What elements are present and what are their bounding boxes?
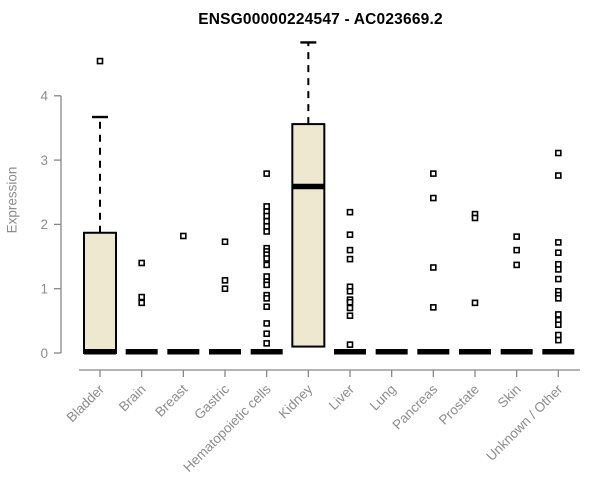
data-point xyxy=(555,321,562,329)
data-point xyxy=(263,281,270,289)
data-point xyxy=(430,304,437,311)
data-point xyxy=(555,336,562,344)
y-tick-label: 2 xyxy=(40,217,48,232)
data-point xyxy=(346,208,354,216)
data-point xyxy=(555,172,562,179)
data-point xyxy=(263,320,270,327)
data-point xyxy=(346,304,354,312)
data-point xyxy=(221,238,229,246)
data-point xyxy=(263,223,270,230)
data-point xyxy=(263,212,270,220)
x-tick-label: Pancreas xyxy=(390,381,441,432)
data-point xyxy=(346,312,354,320)
boxplot-bladder xyxy=(83,57,117,355)
data-point xyxy=(513,246,520,254)
x-tick-label: Skin xyxy=(495,382,524,411)
data-point xyxy=(263,217,270,225)
boxplot-brain xyxy=(125,259,158,355)
y-tick-label: 1 xyxy=(40,282,48,297)
data-point xyxy=(346,341,354,348)
data-point xyxy=(221,277,229,284)
data-point xyxy=(221,285,229,293)
data-point xyxy=(346,298,354,306)
data-point xyxy=(263,295,270,302)
data-point xyxy=(430,170,437,177)
data-point xyxy=(555,295,562,302)
data-point xyxy=(180,232,187,240)
x-tick-label: Prostate xyxy=(436,382,482,428)
data-point xyxy=(263,261,270,269)
data-point xyxy=(430,194,437,202)
data-point xyxy=(263,273,270,280)
data-point xyxy=(96,57,104,65)
x-tick-label: Unknown / Other xyxy=(483,381,566,464)
boxplot-pancreas xyxy=(417,170,450,355)
data-point xyxy=(555,260,562,268)
box xyxy=(291,123,326,348)
data-point xyxy=(263,330,270,338)
data-point xyxy=(555,311,562,318)
x-tick-label: Liver xyxy=(326,381,358,413)
boxplot-liver xyxy=(333,208,366,355)
x-tick-label: Brain xyxy=(116,382,149,415)
x-tick-label: Lung xyxy=(367,382,399,414)
x-tick-label: Gastric xyxy=(191,381,232,422)
x-tick-label: Bladder xyxy=(64,381,108,425)
data-point xyxy=(263,203,270,210)
x-tick-label: Kidney xyxy=(276,381,316,421)
data-point xyxy=(138,293,145,301)
data-point xyxy=(346,287,354,295)
data-point xyxy=(138,299,145,307)
data-point xyxy=(346,255,354,263)
y-tick-label: 3 xyxy=(40,153,48,168)
data-point xyxy=(263,170,270,177)
data-point xyxy=(263,340,270,347)
boxplot-unknown-other xyxy=(542,149,575,355)
data-point xyxy=(555,239,562,246)
boxplot-gastric xyxy=(208,238,241,355)
data-point xyxy=(430,264,437,271)
data-point xyxy=(263,228,270,235)
data-point xyxy=(513,233,520,240)
data-point xyxy=(471,299,479,307)
data-point xyxy=(555,249,562,256)
data-point xyxy=(346,231,354,238)
boxplot-hematopoietic-cells xyxy=(250,170,283,355)
data-point xyxy=(555,149,562,157)
y-tick-label: 0 xyxy=(40,346,48,361)
data-point xyxy=(555,275,562,283)
y-tick-label: 4 xyxy=(40,89,48,104)
boxplot-breast xyxy=(167,232,200,355)
box xyxy=(83,231,117,354)
data-point xyxy=(555,266,562,273)
chart-title: ENSG00000224547 - AC023669.2 xyxy=(198,11,443,28)
x-tick-label: Breast xyxy=(152,381,190,419)
boxplot-kidney xyxy=(291,41,326,348)
data-point xyxy=(555,331,562,339)
data-point xyxy=(263,303,270,311)
boxplot-prostate xyxy=(458,210,491,355)
data-point xyxy=(513,261,520,269)
data-point xyxy=(263,255,270,262)
data-point xyxy=(346,246,354,254)
data-point xyxy=(471,214,479,222)
data-point xyxy=(138,259,145,267)
boxplot-skin xyxy=(500,233,533,355)
